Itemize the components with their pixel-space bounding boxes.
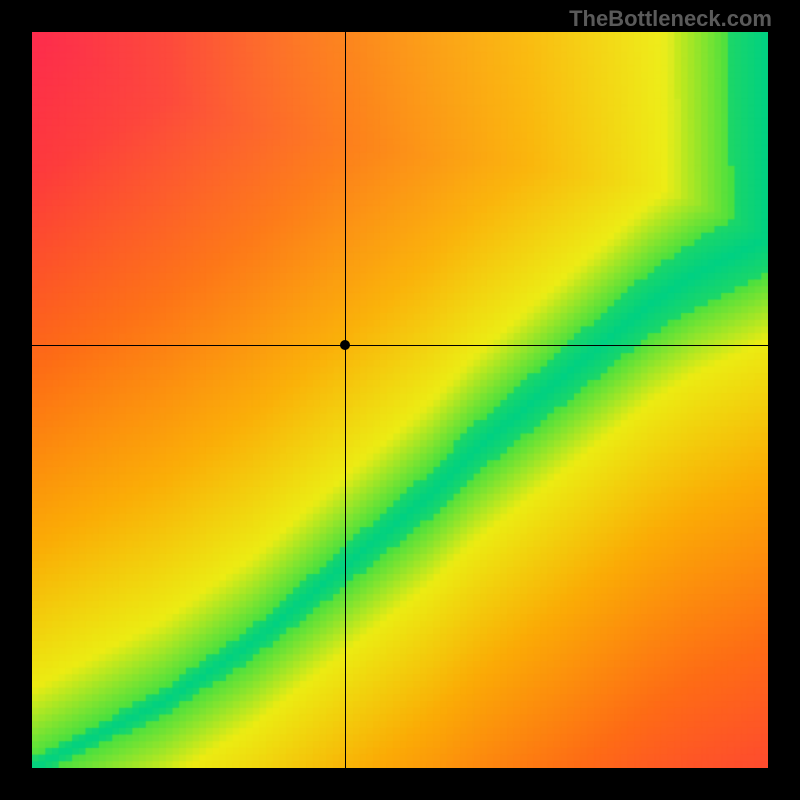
crosshair-horizontal — [32, 345, 768, 346]
data-point-marker — [340, 340, 350, 350]
heatmap-plot — [32, 32, 768, 768]
heatmap-canvas — [32, 32, 768, 768]
crosshair-vertical — [345, 32, 346, 768]
watermark-text: TheBottleneck.com — [569, 6, 772, 32]
